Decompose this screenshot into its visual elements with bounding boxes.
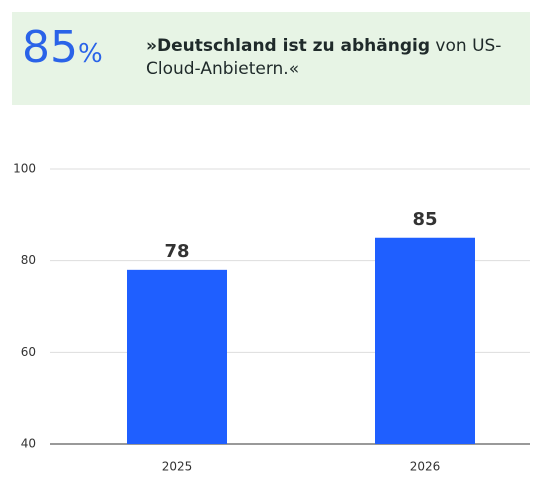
quote-bold: »Deutschland ist zu abhängig (146, 36, 431, 56)
x-tick-label: 2026 (410, 460, 441, 474)
quote-rest: von US-Cloud-Anbietern.« (146, 36, 502, 79)
quote: »Deutschland ist zu abhängig von US-Clou… (146, 35, 516, 81)
data-label: 78 (164, 241, 189, 262)
stat: 85% (22, 22, 103, 73)
y-tick-label: 40 (21, 437, 36, 451)
bar (375, 237, 475, 444)
y-tick-label: 60 (21, 345, 36, 359)
x-tick-label: 2025 (162, 460, 193, 474)
stat-number: 85 (22, 22, 78, 73)
header-box (12, 12, 530, 105)
stat-unit: % (78, 39, 103, 69)
y-tick-label: 80 (21, 253, 36, 267)
data-label: 85 (412, 209, 437, 230)
bar (127, 269, 227, 444)
y-tick-label: 100 (13, 162, 36, 176)
